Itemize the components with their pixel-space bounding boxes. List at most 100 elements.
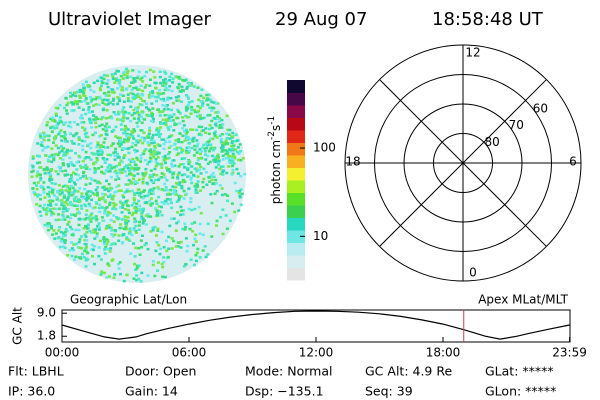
pixel (235, 150, 239, 154)
title-left: Geographic Lat/Lon (70, 293, 187, 307)
pixel (166, 169, 169, 172)
pixel (107, 195, 110, 198)
pixel (137, 166, 141, 170)
pixel (54, 203, 58, 206)
pixel (110, 73, 114, 76)
pixel (141, 94, 145, 97)
pixel (105, 224, 109, 228)
pixel (54, 232, 58, 235)
pixel (101, 108, 105, 112)
pixel (97, 222, 101, 225)
pixel (93, 237, 97, 240)
pixel (185, 128, 188, 132)
pixel (84, 150, 88, 154)
pixel (110, 167, 114, 170)
pixel (64, 189, 68, 192)
pixel (87, 190, 91, 193)
pixel (54, 112, 58, 115)
pixel (121, 203, 125, 207)
pixel (193, 148, 197, 151)
pixel (118, 226, 122, 230)
pixel (224, 141, 228, 144)
pixel (64, 97, 68, 100)
pixel (206, 222, 210, 226)
pixel (119, 123, 123, 126)
pixel (200, 146, 204, 149)
pixel (71, 203, 74, 207)
pixel (231, 171, 235, 175)
pixel (157, 178, 161, 182)
pixel (56, 146, 60, 150)
pixel (173, 122, 177, 125)
pixel (60, 203, 64, 207)
pixel (125, 74, 129, 77)
pixel (130, 81, 133, 84)
exponent: -1 (267, 116, 277, 125)
pixel (214, 121, 218, 125)
pixel (59, 240, 63, 243)
pixel (195, 169, 199, 173)
pixel (216, 115, 219, 118)
pixel (177, 198, 181, 202)
pixel (238, 196, 242, 199)
pixel (50, 160, 54, 164)
pixel (210, 119, 214, 123)
pixel (192, 85, 196, 88)
pixel (220, 126, 224, 129)
pixel (188, 142, 192, 145)
pixel (111, 198, 115, 201)
pixel (60, 145, 63, 148)
pixel (188, 137, 192, 141)
pixel (126, 216, 130, 219)
pixel (98, 124, 102, 128)
pixel (170, 159, 174, 162)
pixel (163, 88, 167, 92)
pixel (227, 133, 231, 136)
pixel (111, 235, 115, 238)
pixel (62, 154, 66, 157)
pixel (41, 206, 45, 210)
pixel (77, 217, 81, 221)
pixel (132, 242, 135, 245)
pixel (163, 81, 167, 84)
pixel (159, 164, 163, 167)
pixel (176, 86, 180, 90)
pixel (199, 94, 203, 98)
pixel (194, 233, 198, 237)
pixel (90, 231, 93, 234)
pixel (131, 157, 135, 161)
pixel (197, 125, 201, 128)
pixel (85, 192, 88, 195)
pixel (155, 209, 159, 212)
pixel (73, 214, 77, 217)
pixel (49, 209, 53, 212)
pixel (48, 176, 52, 179)
pixel (132, 197, 136, 200)
pixel (204, 255, 208, 259)
pixel (130, 165, 134, 169)
pixel (112, 201, 116, 205)
pixel (183, 157, 187, 160)
pixel (187, 187, 191, 190)
pixel (53, 194, 56, 197)
pixel (52, 229, 56, 232)
pixel (198, 117, 202, 121)
pixel (103, 161, 107, 164)
pixel (196, 175, 200, 178)
pixel (70, 233, 74, 236)
pixel (196, 183, 199, 186)
pixel (176, 108, 179, 112)
pixel (177, 76, 181, 79)
pixel (70, 241, 74, 244)
pixel (100, 153, 104, 156)
pixel (202, 129, 205, 132)
pixel (126, 117, 130, 120)
pixel (55, 198, 59, 201)
pixel (118, 163, 122, 166)
pixel (212, 147, 216, 151)
pixel (117, 239, 121, 242)
pixel (117, 171, 121, 175)
pixel (110, 259, 114, 262)
pixel (152, 173, 156, 176)
pixel (205, 141, 209, 144)
